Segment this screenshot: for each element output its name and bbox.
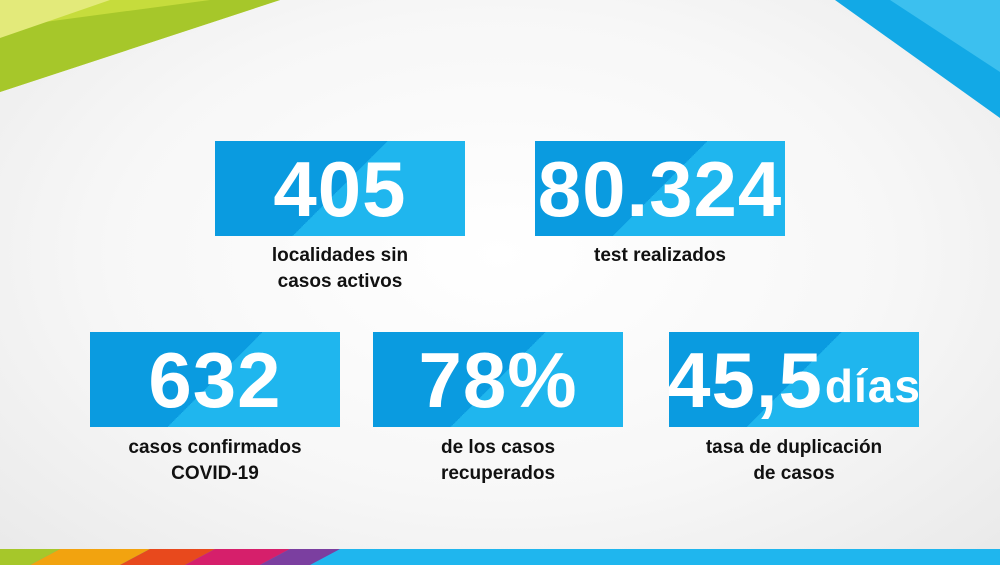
stat-box-tests: 80.324 — [535, 141, 785, 236]
stat-box-confirmados: 632 — [90, 332, 340, 427]
stat-value: 78% — [373, 332, 623, 427]
stat-value: 632 — [90, 332, 340, 427]
stat-number: 78% — [418, 335, 578, 424]
stat-unit: días — [824, 359, 919, 412]
corner-wedge-green-light — [0, 0, 110, 38]
bottom-strip-red — [120, 549, 215, 565]
stat-value: 45,5 días — [669, 332, 919, 427]
corner-wedge-green-dark — [0, 0, 280, 92]
stat-box-localidades: 405 — [215, 141, 465, 236]
bottom-strip-green — [0, 549, 60, 565]
stat-box-duplicacion: 45,5 días — [669, 332, 919, 427]
stat-label: de los casos recuperados — [440, 437, 556, 484]
stat-number: 80.324 — [537, 144, 783, 233]
stat-label: test realizados — [594, 245, 726, 266]
bottom-strip-orange — [30, 549, 150, 565]
stat-number: 405 — [273, 144, 407, 233]
stat-number: 632 — [148, 335, 282, 424]
stat-value: 80.324 — [535, 141, 785, 236]
bottom-strip-purple — [260, 549, 340, 565]
stat-box-recuperados: 78% — [373, 332, 623, 427]
stat-value: 405 — [215, 141, 465, 236]
corner-wedge-cyan-light — [890, 0, 1000, 72]
stat-label: tasa de duplicación de casos — [705, 437, 883, 484]
stat-label: casos confirmados COVID-19 — [128, 437, 302, 484]
stat-number: 45,5 — [669, 335, 823, 424]
bottom-strip-magenta — [185, 549, 290, 565]
stat-label: localidades sin casos activos — [271, 245, 409, 292]
